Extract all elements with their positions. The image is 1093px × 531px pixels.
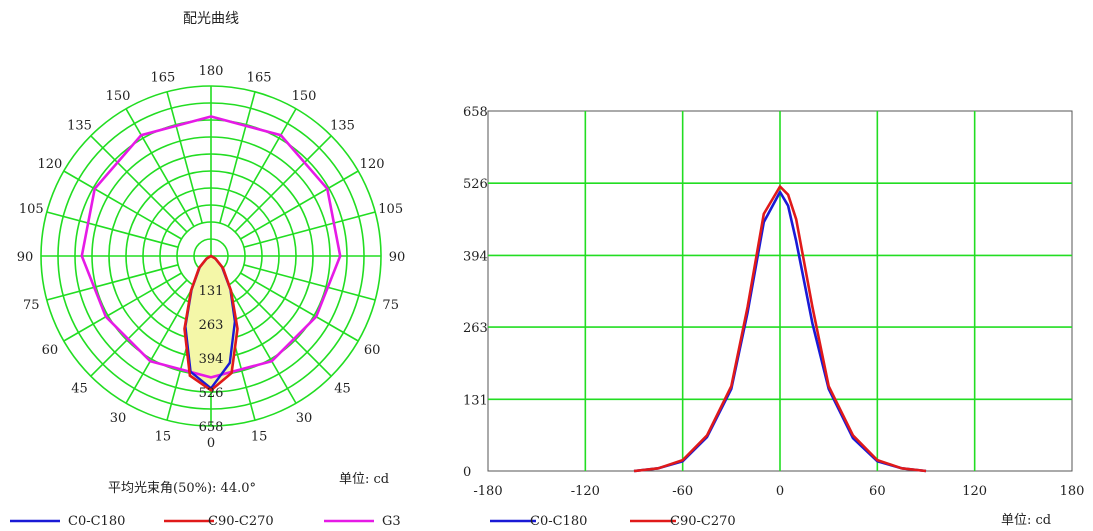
- angle-tick-label: 45: [71, 382, 88, 397]
- cartesian-chart: -180 -120 -60 0 60 120 180 0 131 263 394 526 658: [463, 105, 1084, 499]
- angle-tick-label: 60: [42, 343, 59, 358]
- y-tick-label: 0: [463, 465, 471, 480]
- angle-tick-label: 120: [360, 157, 385, 172]
- angle-tick-label: 120: [37, 157, 62, 172]
- polar-spoke: [227, 285, 297, 404]
- x-tick-label: 60: [869, 484, 886, 499]
- polar-spoke: [234, 279, 332, 377]
- polar-spoke: [219, 91, 256, 224]
- beam-angle-text: 平均光束角(50%): 44.0°: [108, 481, 256, 496]
- y-tick-label: 658: [463, 105, 488, 120]
- angle-tick-label: 0: [207, 436, 215, 451]
- polar-spoke: [63, 272, 182, 342]
- radial-tick-label: 526: [199, 386, 224, 401]
- angle-tick-label: 165: [150, 70, 175, 85]
- legend-label: C90-C270: [670, 514, 736, 529]
- legend-label: G3: [382, 514, 401, 529]
- angle-tick-label: 75: [23, 298, 40, 313]
- cartesian-legend: C0-C180 C90-C270: [490, 514, 736, 529]
- angle-tick-label: 30: [110, 411, 127, 426]
- x-tick-label: 120: [962, 484, 987, 499]
- angle-tick-label: 165: [247, 70, 272, 85]
- x-tick-label: 180: [1060, 484, 1085, 499]
- angle-tick-label: 60: [364, 343, 381, 358]
- polar-legend: C0-C180 C90-C270 G3: [10, 514, 401, 529]
- angle-tick-label: 90: [17, 250, 34, 265]
- radial-tick-label: 658: [199, 420, 224, 435]
- angle-tick-label: 30: [296, 411, 313, 426]
- angle-tick-label: 105: [19, 202, 44, 217]
- series-c90-curve: [183, 254, 239, 392]
- polar-spoke: [46, 211, 179, 248]
- y-tick-label: 526: [463, 177, 488, 192]
- angle-tick-label: 150: [292, 89, 317, 104]
- polar-spoke: [90, 279, 188, 377]
- polar-spoke: [243, 211, 376, 248]
- y-tick-label: 263: [463, 321, 488, 336]
- x-tick-label: -60: [672, 484, 693, 499]
- series-c90-line: [633, 185, 927, 473]
- x-tick-label: -180: [473, 484, 502, 499]
- polar-spoke: [46, 264, 179, 301]
- angle-tick-label: 90: [389, 250, 406, 265]
- angle-tick-label: 135: [330, 119, 355, 134]
- chart-title: 配光曲线: [183, 11, 239, 27]
- angle-tick-label: 105: [378, 202, 403, 217]
- polar-spoke: [240, 170, 359, 240]
- beam-fill: [184, 256, 238, 391]
- polar-spoke: [243, 264, 376, 301]
- x-tick-label: 0: [776, 484, 784, 499]
- angle-tick-label: 15: [155, 430, 172, 445]
- angle-tick-label: 15: [251, 430, 268, 445]
- polar-spoke: [63, 170, 182, 240]
- x-tick-label: -120: [571, 484, 600, 499]
- polar-spoke: [125, 108, 195, 227]
- legend-label: C90-C270: [208, 514, 274, 529]
- radial-tick-label: 263: [199, 318, 224, 333]
- radial-tick-label: 394: [199, 352, 224, 367]
- polar-spoke: [90, 135, 188, 233]
- polar-spoke: [234, 135, 332, 233]
- y-tick-label: 131: [463, 393, 488, 408]
- angle-tick-label: 150: [106, 89, 131, 104]
- legend-label: C0-C180: [530, 514, 587, 529]
- y-tick-label: 394: [463, 249, 488, 264]
- angle-tick-label: 180: [199, 64, 224, 79]
- radial-tick-label: 131: [199, 284, 224, 299]
- series-g3-curve: [80, 115, 342, 379]
- cartesian-unit-text: 单位: cd: [1001, 513, 1051, 528]
- polar-spoke: [227, 108, 297, 227]
- legend-label: C0-C180: [68, 514, 125, 529]
- angle-tick-label: 75: [382, 298, 399, 313]
- angle-tick-label: 45: [334, 382, 351, 397]
- polar-unit-text: 单位: cd: [339, 472, 389, 487]
- polar-spoke: [125, 285, 195, 404]
- polar-spoke: [240, 272, 359, 342]
- angle-tick-label: 135: [67, 119, 92, 134]
- polar-spoke: [166, 91, 203, 224]
